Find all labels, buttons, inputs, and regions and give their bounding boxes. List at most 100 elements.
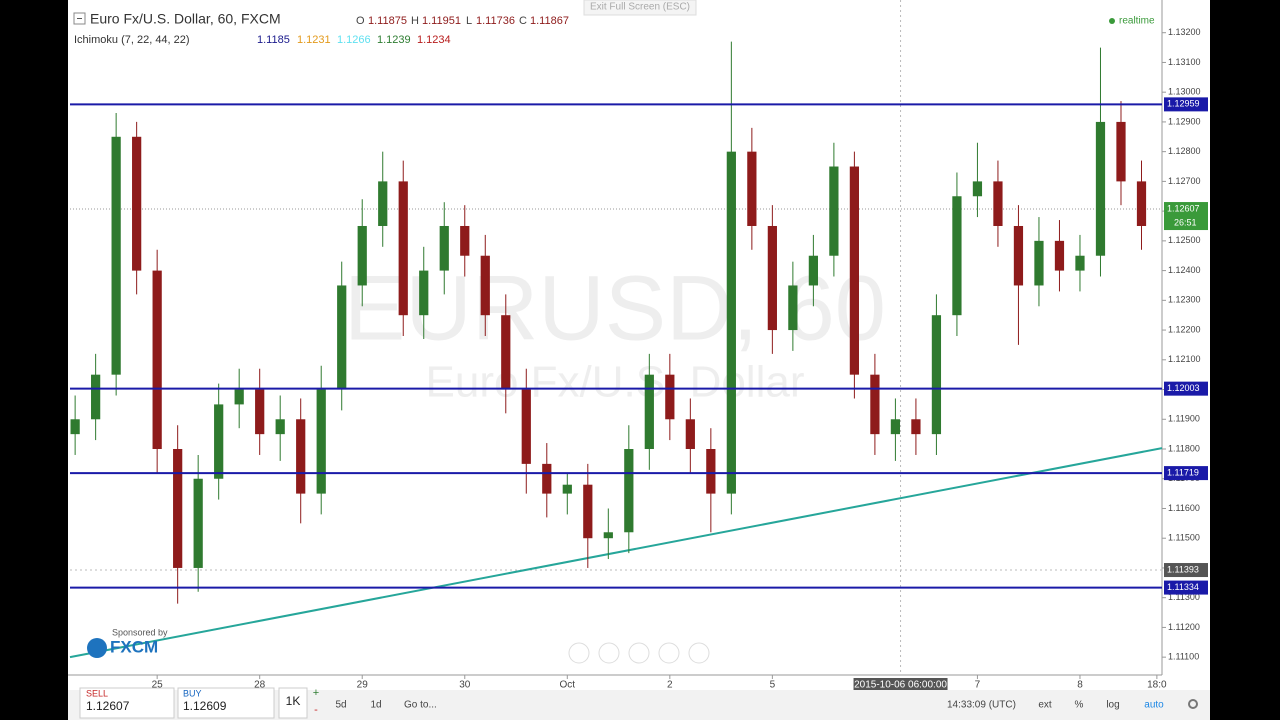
ohlc-low: 1.11736 xyxy=(476,15,515,27)
range-button[interactable]: 1d xyxy=(370,700,381,711)
x-tick-label: 18:0 xyxy=(1147,680,1167,691)
indicator-value: 1.1185 xyxy=(257,34,290,46)
nav-right[interactable] xyxy=(688,642,710,664)
ohlc-c: C xyxy=(519,15,527,27)
y-tick-label: 1.11100 xyxy=(1168,652,1199,662)
nav-buttons xyxy=(568,642,710,664)
sell-button[interactable] xyxy=(79,687,175,719)
option-auto[interactable]: auto xyxy=(1144,700,1164,711)
indicator-value: 1.1266 xyxy=(337,34,371,46)
candle-body xyxy=(275,419,285,435)
y-tick-label: 1.12800 xyxy=(1168,146,1201,156)
indicator-value: 1.1231 xyxy=(297,34,331,46)
level-label: 1.12003 xyxy=(1167,383,1200,393)
candle-body xyxy=(685,419,695,450)
y-tick-label: 1.12100 xyxy=(1168,354,1201,364)
candle-body xyxy=(972,181,983,197)
y-tick-label: 1.11500 xyxy=(1168,533,1200,543)
candle-body xyxy=(665,374,675,420)
candle-body xyxy=(419,270,429,316)
last-price-box xyxy=(1164,202,1208,231)
candle-body xyxy=(1136,181,1147,226)
last-price-label: 1.12607 xyxy=(1167,203,1200,213)
y-tick-label: 1.12200 xyxy=(1168,324,1201,334)
status: realtime xyxy=(1119,16,1155,27)
crosshair-price: 1.11393 xyxy=(1167,564,1199,574)
indicator-value: 1.1234 xyxy=(417,34,451,46)
indicator-name: Ichimoku (7, 22, 44, 22) xyxy=(74,34,190,46)
candle-body xyxy=(316,389,326,494)
candle-body xyxy=(398,181,408,316)
goto-button[interactable]: Go to... xyxy=(404,700,437,711)
candle-body xyxy=(193,478,203,568)
x-tick-label: Oct xyxy=(560,680,576,691)
candle-body xyxy=(706,449,716,494)
quantity-box[interactable] xyxy=(278,687,308,719)
quantity: 1K xyxy=(286,694,301,708)
candle-body xyxy=(767,225,777,331)
candle-body xyxy=(542,463,552,494)
y-tick-label: 1.12700 xyxy=(1168,176,1201,186)
candle-body xyxy=(296,419,306,494)
candle-body xyxy=(378,181,388,226)
candle-body xyxy=(1034,240,1044,286)
x-tick-label: 25 xyxy=(152,680,164,691)
level-box xyxy=(1164,580,1208,595)
nav-zoom-out[interactable] xyxy=(598,642,620,664)
trend-line xyxy=(69,447,1163,659)
option-log[interactable]: log xyxy=(1106,700,1119,711)
candle-body xyxy=(603,532,613,539)
level-label: 1.11334 xyxy=(1167,582,1199,592)
nav-zoom-in[interactable] xyxy=(658,642,680,664)
crosshair-time-box xyxy=(853,678,948,692)
sponsor-icon xyxy=(87,638,107,658)
quantity-minus[interactable]: - xyxy=(314,704,318,716)
x-tick-label: 2 xyxy=(667,680,673,691)
candle-body xyxy=(747,151,757,226)
exit-fullscreen[interactable] xyxy=(583,0,697,16)
quantity-plus[interactable]: + xyxy=(313,687,319,699)
candle-body xyxy=(91,374,101,420)
candle-body xyxy=(357,225,367,286)
x-tick-label: 8 xyxy=(1077,680,1083,691)
candle-body xyxy=(70,419,80,435)
level-box xyxy=(1164,466,1208,481)
sponsor-text: Sponsored by xyxy=(112,627,168,637)
y-tick-label: 1.13100 xyxy=(1168,57,1201,67)
y-tick-label: 1.11200 xyxy=(1168,622,1200,632)
candle-body xyxy=(152,270,162,450)
clock: 14:33:09 (UTC) xyxy=(947,700,1016,711)
buy-button[interactable] xyxy=(177,687,275,719)
candle-body xyxy=(890,419,901,435)
candle-body xyxy=(562,484,572,494)
option-ext[interactable]: ext xyxy=(1038,700,1052,711)
candle-body xyxy=(624,449,634,533)
level-label: 1.11719 xyxy=(1167,467,1199,477)
y-tick-label: 1.11800 xyxy=(1168,443,1200,453)
countdown: 26:51 xyxy=(1174,217,1197,227)
y-tick-label: 1.12300 xyxy=(1168,295,1201,305)
chart-panel xyxy=(68,0,1210,720)
x-tick-label: 5 xyxy=(770,680,776,691)
candle-body xyxy=(931,315,942,435)
candle-body xyxy=(1095,121,1106,256)
x-tick-label: 28 xyxy=(254,680,266,691)
y-tick-label: 1.12500 xyxy=(1168,235,1201,245)
settings-icon[interactable] xyxy=(1188,699,1198,709)
crosshair-time: 2015-10-06 06:00:00 xyxy=(854,680,947,691)
candle-body xyxy=(111,136,121,375)
candle-body xyxy=(439,225,449,271)
candle-body xyxy=(911,419,921,435)
nav-left[interactable] xyxy=(568,642,590,664)
candle-body xyxy=(1075,255,1085,271)
ohlc-high: 1.11951 xyxy=(422,15,461,27)
nav-reset[interactable] xyxy=(628,642,650,664)
candle-body xyxy=(337,285,347,390)
candle-body xyxy=(214,404,224,479)
range-button[interactable]: 5d xyxy=(335,700,346,711)
option-percent[interactable]: % xyxy=(1075,700,1084,711)
candle-body xyxy=(644,374,654,450)
candle-body xyxy=(132,136,142,271)
candle-body xyxy=(1013,225,1024,286)
